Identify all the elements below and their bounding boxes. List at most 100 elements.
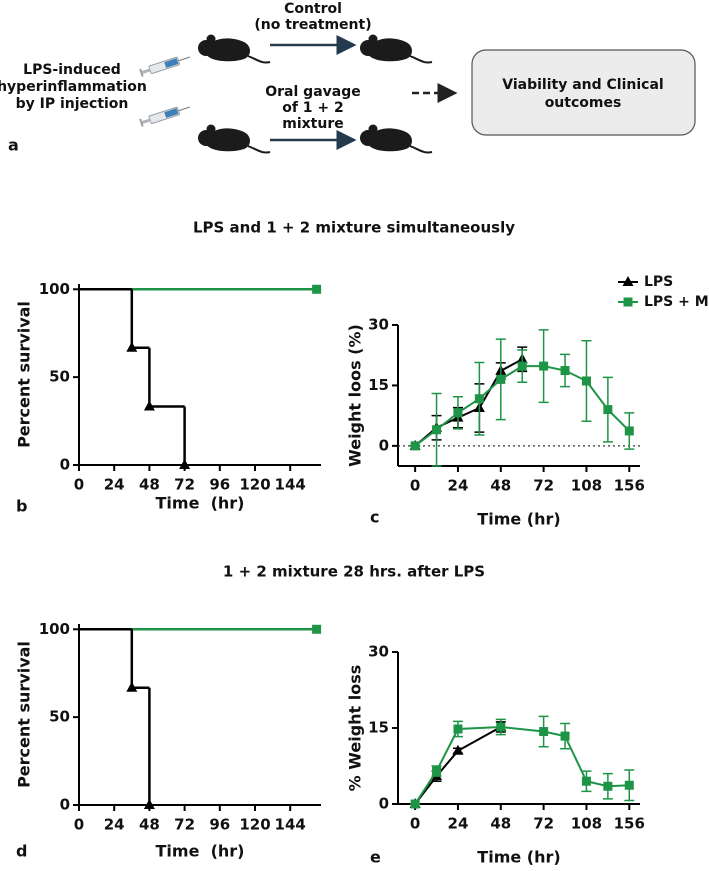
marker	[453, 724, 463, 734]
marker	[474, 394, 484, 404]
y-tick-label: 0	[379, 436, 389, 454]
marker	[517, 361, 527, 371]
outcome-box	[471, 49, 696, 136]
legend-marker	[623, 297, 633, 307]
mouse	[197, 123, 271, 154]
marker	[126, 681, 138, 692]
legend-marker	[622, 276, 634, 286]
y-tick-label: 0	[60, 796, 70, 814]
y-tick-label: 30	[368, 316, 389, 334]
diagram-text: Viability and Clinical	[502, 77, 663, 93]
y-tick-label: 0	[379, 795, 389, 813]
marker	[560, 366, 570, 376]
mouse	[359, 33, 433, 64]
marker	[452, 744, 464, 755]
x-tick-label: 156	[614, 815, 645, 833]
x-tick-label: 72	[174, 476, 195, 494]
x-tick-label: 24	[104, 816, 125, 834]
panel-label: e	[370, 848, 381, 867]
marker	[496, 374, 506, 384]
panel-label: c	[370, 508, 379, 527]
x-axis-label: Time (hr)	[156, 842, 245, 861]
y-tick-label: 30	[368, 643, 389, 661]
x-tick-label: 120	[239, 476, 270, 494]
y-tick-label: 15	[368, 376, 389, 394]
x-axis-label: Time (hr)	[477, 848, 560, 867]
section-title: LPS and 1 + 2 mixture simultaneously	[193, 219, 515, 237]
mouse	[359, 123, 433, 154]
diagram-text: by IP injection	[16, 96, 129, 112]
section-title: 1 + 2 mixture 28 hrs. after LPS	[223, 563, 485, 581]
marker	[143, 799, 155, 809]
marker	[603, 405, 613, 415]
x-tick-label: 0	[410, 815, 420, 833]
y-tick-label: 50	[49, 708, 70, 726]
x-tick-label: 72	[533, 815, 554, 833]
mouse	[197, 33, 271, 64]
x-tick-label: 24	[448, 815, 469, 833]
diagram-text: outcomes	[545, 95, 622, 111]
y-tick-label: 100	[39, 620, 70, 638]
marker	[539, 361, 549, 371]
marker	[581, 376, 591, 386]
x-tick-label: 48	[490, 477, 511, 495]
x-tick-label: 48	[139, 816, 160, 834]
x-tick-label: 96	[209, 476, 230, 494]
syringe	[138, 52, 192, 78]
x-tick-label: 108	[571, 815, 602, 833]
diagram-text: hyperinflammation	[0, 79, 147, 95]
x-tick-label: 156	[614, 477, 645, 495]
diagram-text: of 1 + 2	[282, 100, 344, 116]
x-axis-label: Time (hr)	[477, 510, 560, 529]
y-tick-label: 0	[60, 456, 70, 474]
marker	[539, 727, 549, 737]
schematic: LPS-induced hyperinflammation by IP inje…	[0, 1, 696, 155]
x-axis-label: Time (hr)	[156, 494, 245, 513]
y-tick-label: 100	[39, 280, 70, 298]
marker	[410, 441, 420, 451]
y-tick-label: 50	[49, 368, 70, 386]
marker	[624, 426, 634, 436]
marker	[410, 799, 420, 809]
marker	[560, 731, 570, 741]
x-tick-label: 24	[448, 477, 469, 495]
x-tick-label: 96	[209, 816, 230, 834]
y-tick-label: 15	[368, 719, 389, 737]
marker	[126, 341, 138, 352]
marker	[432, 425, 442, 435]
x-tick-label: 48	[139, 476, 160, 494]
syringe	[138, 102, 192, 128]
x-tick-label: 144	[275, 816, 306, 834]
diagram-text: mixture	[282, 116, 343, 132]
marker	[143, 400, 155, 411]
y-axis-label: Weight loos (%)	[346, 324, 365, 467]
panel-label: b	[16, 497, 27, 516]
diagram-text: (no treatment)	[254, 17, 371, 33]
marker	[624, 780, 634, 790]
x-tick-label: 0	[410, 477, 420, 495]
series-line	[414, 726, 502, 805]
series-line	[414, 725, 630, 805]
x-tick-label: 120	[239, 816, 270, 834]
x-tick-label: 72	[174, 816, 195, 834]
x-tick-label: 72	[533, 477, 554, 495]
x-tick-label: 108	[571, 477, 602, 495]
y-axis-label: Percent survival	[15, 301, 34, 448]
marker	[312, 284, 322, 294]
marker	[312, 624, 322, 634]
marker	[432, 766, 442, 776]
marker	[603, 781, 613, 791]
marker	[581, 776, 591, 786]
panel-label: d	[16, 842, 27, 861]
marker	[496, 722, 506, 732]
x-tick-label: 0	[74, 476, 84, 494]
x-tick-label: 144	[275, 476, 306, 494]
x-tick-label: 24	[104, 476, 125, 494]
y-axis-label: % Weight loss	[346, 665, 365, 792]
x-tick-label: 0	[74, 816, 84, 834]
marker	[453, 408, 463, 418]
panel-label: a	[8, 136, 19, 155]
diagram-text: Oral gavage	[265, 84, 360, 100]
